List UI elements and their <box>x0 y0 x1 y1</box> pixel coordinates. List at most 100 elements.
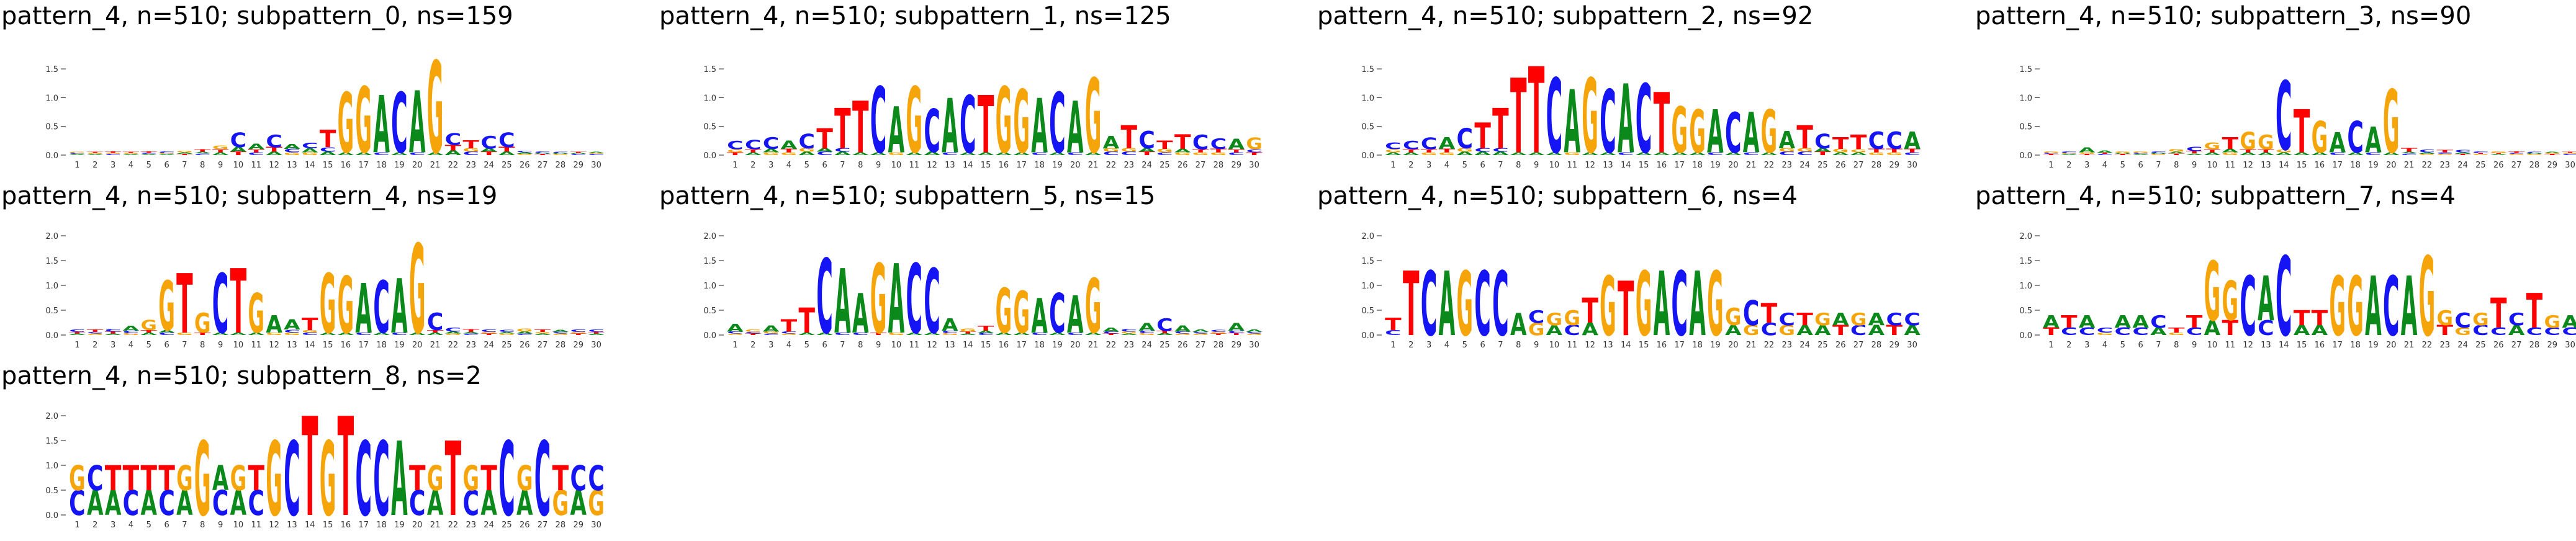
logo-glyph-A: A <box>1246 329 1263 333</box>
logo-glyph-C: C <box>158 483 175 523</box>
x-tick-label: 28 <box>556 161 566 170</box>
logo-glyph-C: C <box>194 153 211 156</box>
logo-glyph-G: G <box>2079 152 2096 154</box>
logo-glyph-A: A <box>1832 310 1849 329</box>
logo-glyph-T: T <box>2544 154 2560 156</box>
y-tick-label: 1.0 <box>703 94 716 103</box>
x-tick-label: 16 <box>2315 161 2325 170</box>
x-tick-label: 19 <box>394 161 405 170</box>
logo-panel-3: pattern_4, n=510; subpattern_3, ns=90 0.0… <box>1974 1 2576 181</box>
logo-glyph-T: T <box>2168 153 2185 156</box>
logo-glyph-C: C <box>1778 309 1795 329</box>
x-tick-label: 16 <box>1657 341 1667 350</box>
logo-glyph-C: C <box>1385 140 1402 151</box>
logo-glyph-G: G <box>2276 149 2292 153</box>
logo-glyph-G: G <box>552 154 569 156</box>
logo-plot: 0.00.51.01.52.01 2 3 4 5 6 7 8 9 10 11 12 13 14 15 16 17… <box>45 390 605 541</box>
logo-glyph-C: C <box>2097 326 2114 334</box>
x-tick-label: 12 <box>2243 161 2253 170</box>
logo-glyph-T: T <box>2240 148 2256 153</box>
x-tick-label: 22 <box>448 161 459 170</box>
logo-glyph-G: G <box>2526 154 2543 156</box>
y-tick-label: 0.0 <box>1361 151 1374 161</box>
logo-glyph-G: G <box>2204 244 2221 340</box>
x-tick-label: 10 <box>891 161 902 170</box>
logo-glyph-A: A <box>781 138 798 152</box>
logo-glyph-C: C <box>2454 310 2471 333</box>
logo-glyph-C: C <box>924 97 940 166</box>
logo-glyph-C: C <box>1761 319 1778 339</box>
logo-glyph-A: A <box>978 330 994 334</box>
logo-glyph-A: A <box>906 151 922 156</box>
logo-glyph-G: G <box>2114 151 2131 153</box>
y-tick-label: 1.5 <box>1361 257 1374 266</box>
x-tick-label: 10 <box>233 161 244 170</box>
logo-glyph-C: C <box>2276 234 2292 361</box>
x-tick-label: 21 <box>1746 341 1757 350</box>
logo-glyph-C: C <box>1868 127 1885 154</box>
y-tick-label: 1.0 <box>45 462 58 471</box>
logo-glyph-A: A <box>906 332 922 336</box>
x-tick-label: 7 <box>182 341 187 350</box>
x-tick-label: 6 <box>164 161 169 170</box>
logo-glyph-G: G <box>763 151 780 156</box>
logo-glyph-G: G <box>1868 151 1885 156</box>
logo-glyph-A: A <box>1689 151 1706 156</box>
logo-glyph-C: C <box>1192 332 1209 334</box>
y-tick-label: 1.0 <box>1361 94 1374 103</box>
logo-glyph-G: G <box>906 68 922 174</box>
logo-glyph-T: T <box>427 329 444 334</box>
logo-glyph-A: A <box>1832 151 1849 156</box>
x-tick-label: 23 <box>1124 341 1134 350</box>
logo-glyph-G: G <box>888 151 905 156</box>
x-tick-label: 27 <box>1196 341 1206 350</box>
logo-glyph-A: A <box>302 147 318 153</box>
logo-glyph-A: A <box>87 484 104 524</box>
logo-glyph-A: A <box>1067 285 1084 344</box>
logo-glyph-G: G <box>516 154 533 156</box>
logo-glyph-T: T <box>834 97 851 162</box>
logo-glyph-A: A <box>373 79 390 171</box>
x-tick-label: 20 <box>2386 161 2397 170</box>
x-tick-label: 18 <box>1034 341 1045 350</box>
x-tick-label: 10 <box>233 341 244 350</box>
logo-glyph-A: A <box>816 147 834 153</box>
x-tick-label: 30 <box>1249 161 1259 170</box>
x-tick-label: 26 <box>1178 161 1188 170</box>
logo-glyph-C: C <box>1228 151 1245 156</box>
logo-glyph-T: T <box>1156 138 1173 152</box>
logo-glyph-T: T <box>570 333 587 336</box>
logo-glyph-A: A <box>338 332 354 336</box>
logo-glyph-A: A <box>570 153 587 154</box>
logo-glyph-G: G <box>888 332 905 336</box>
logo-glyph-T: T <box>302 315 318 334</box>
x-tick-label: 7 <box>840 161 845 170</box>
logo-glyph-C: C <box>1528 306 1545 326</box>
logo-glyph-G: G <box>2312 112 2328 163</box>
x-tick-label: 8 <box>858 341 863 350</box>
logo-glyph-A: A <box>1138 321 1155 333</box>
logo-glyph-G: G <box>266 332 282 336</box>
x-tick-label: 4 <box>1444 161 1449 170</box>
logo-glyph-C: C <box>69 153 86 154</box>
logo-glyph-T: T <box>2097 153 2114 154</box>
x-tick-label: 9 <box>218 341 223 350</box>
logo-glyph-A: A <box>2508 322 2525 338</box>
x-tick-label: 10 <box>233 521 244 530</box>
logo-panel-1: pattern_4, n=510; subpattern_1, ns=125 0.… <box>658 1 1297 181</box>
x-tick-label: 12 <box>927 161 937 170</box>
logo-glyph-A: A <box>320 332 336 336</box>
logo-glyph-T: T <box>1246 151 1263 156</box>
logo-glyph-T: T <box>2043 154 2060 156</box>
logo-glyph-C: C <box>1904 151 1921 156</box>
x-tick-label: 8 <box>2174 161 2179 170</box>
logo-glyph-A: A <box>516 484 533 524</box>
logo-glyph-C: C <box>1546 58 1563 177</box>
logo-glyph-G: G <box>158 268 175 347</box>
logo-glyph-G: G <box>1120 331 1137 334</box>
logo-glyph-T: T <box>87 329 104 333</box>
panel-title: pattern_4, n=510; subpattern_5, ns=15 <box>659 182 1156 210</box>
logo-glyph-C: C <box>2258 317 2274 341</box>
x-tick-label: 1 <box>2048 341 2053 350</box>
logo-glyph-C: C <box>1492 148 1509 153</box>
